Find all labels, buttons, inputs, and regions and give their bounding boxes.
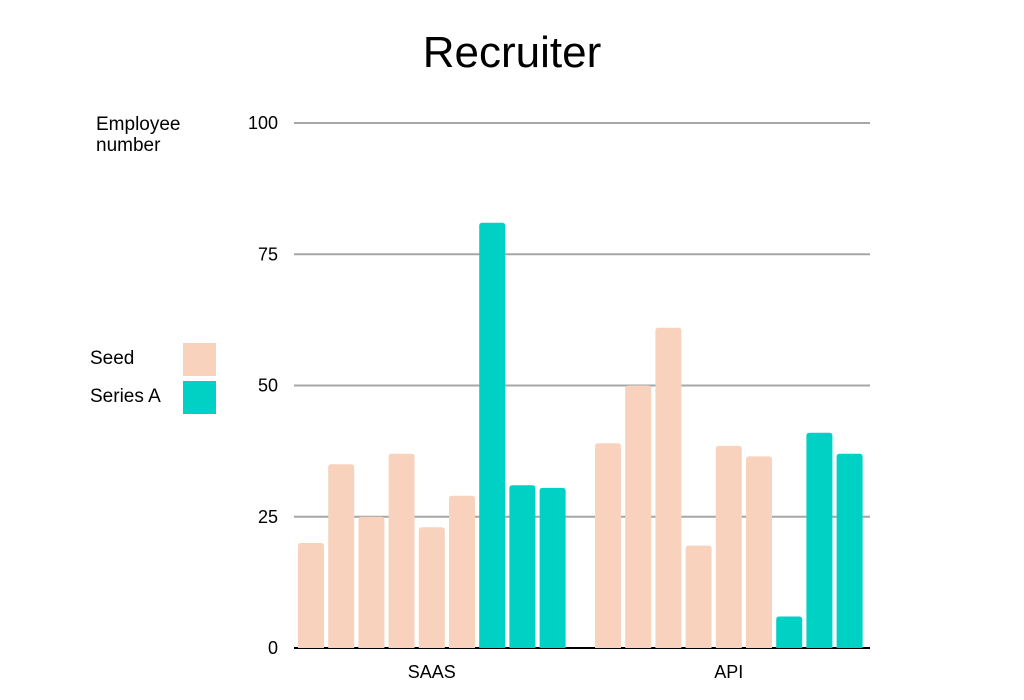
bar-saas-8 xyxy=(509,485,536,648)
bar-api-8 xyxy=(806,432,833,648)
bar-api-6 xyxy=(746,456,772,648)
bar-saas-5 xyxy=(418,527,445,648)
bar-saas-7 xyxy=(479,222,506,648)
y-tick-label: 25 xyxy=(258,507,278,527)
bar-saas-3 xyxy=(358,516,385,648)
y-tick-label: 75 xyxy=(258,244,278,264)
y-tick-label: 50 xyxy=(258,376,278,396)
bar-api-9 xyxy=(836,453,863,648)
legend-swatch-seed xyxy=(183,342,216,376)
bar-api-7 xyxy=(776,616,803,648)
legend-item-seed: Seed xyxy=(90,342,216,376)
bar-api-5 xyxy=(715,445,742,648)
bar-saas-4 xyxy=(388,453,415,648)
bar-saas-9 xyxy=(539,487,566,648)
chart-title: Recruiter xyxy=(422,28,602,77)
bar-api-3 xyxy=(655,327,682,648)
legend-label-series-a: Series A xyxy=(90,386,161,407)
legend: Seed Series A xyxy=(90,342,216,418)
bar-saas-6 xyxy=(449,495,475,648)
y-tick-label: 100 xyxy=(248,113,278,133)
bar-api-1 xyxy=(595,443,621,648)
x-category-label: SAAS xyxy=(408,662,456,682)
bar-saas-1 xyxy=(298,543,324,648)
legend-label-seed: Seed xyxy=(90,348,135,369)
x-category-label: API xyxy=(714,662,743,682)
legend-item-series-a: Series A xyxy=(90,380,216,414)
bar-api-2 xyxy=(625,385,652,648)
bar-saas-2 xyxy=(328,464,355,648)
legend-swatch-series-a xyxy=(183,380,216,414)
y-axis-label: Employee number xyxy=(96,114,181,156)
y-tick-label: 0 xyxy=(268,638,278,658)
bar-api-4 xyxy=(685,545,712,648)
